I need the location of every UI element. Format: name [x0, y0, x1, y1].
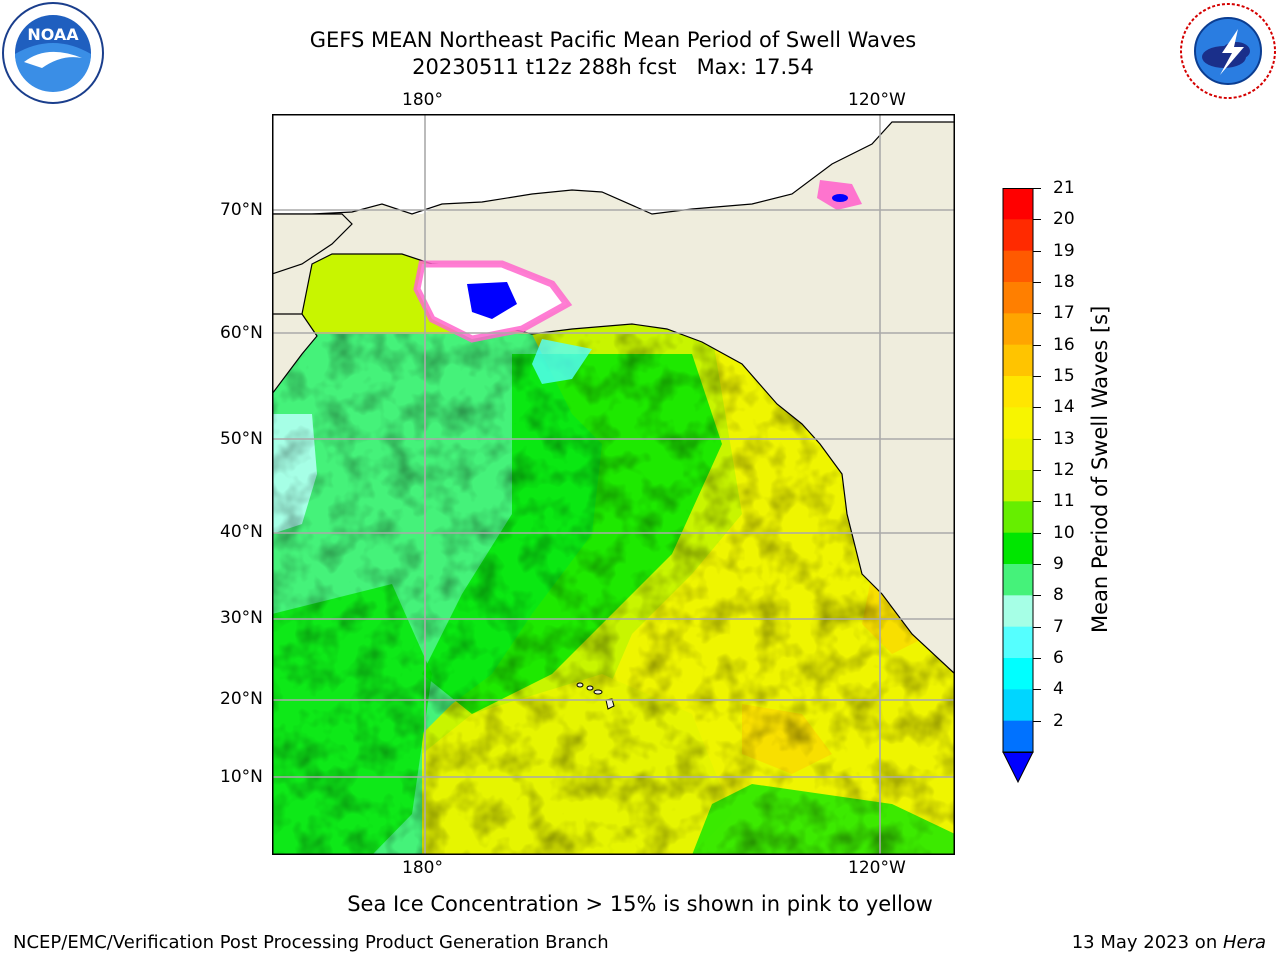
map-canvas [271, 113, 956, 855]
colorbar-tick-mark [1033, 658, 1041, 659]
run-date: 13 May 2023 on Hera [1072, 932, 1266, 954]
lat-label-40n: 40°N [220, 522, 263, 542]
beaufort-ice-core [832, 194, 848, 202]
lat-label-30n: 30°N [220, 608, 263, 628]
lon-label-top-120w: 120°W [848, 90, 906, 110]
colorbar-tick-label: 19 [1053, 240, 1075, 261]
bering-ice-core [467, 282, 517, 319]
colorbar-swatch [1003, 470, 1033, 502]
page-title: GEFS MEAN Northeast Pacific Mean Period … [309, 28, 917, 52]
gulf-alaska-cyan [532, 339, 592, 384]
colorbar-tick-label: 7 [1053, 616, 1064, 637]
colorbar-tick-mark [1033, 282, 1041, 283]
colorbar-tick-mark [1033, 532, 1041, 534]
lat-label-10n: 10°N [220, 767, 263, 787]
arctic-water [272, 114, 955, 214]
colorbar-swatch [1003, 250, 1033, 283]
colorbar [1002, 188, 1034, 784]
colorbar-swatch [1003, 501, 1033, 534]
colorbar-tick-label: 15 [1053, 366, 1075, 386]
colorbar-swatch [1003, 376, 1033, 408]
colorbar-tick-mark [1033, 470, 1041, 471]
noaa-logo-text: NOAA [27, 25, 79, 44]
colorbar-swatch [1003, 689, 1033, 722]
colorbar-tick-mark [1033, 188, 1041, 189]
colorbar-swatch [1003, 595, 1033, 628]
colorbar-tick-mark [1033, 501, 1041, 503]
colorbar-tick-mark [1033, 250, 1041, 252]
colorbar-tick-label: 6 [1053, 648, 1064, 668]
colorbar-tick-label: 13 [1053, 428, 1075, 449]
colorbar-tick-label: 20 [1053, 209, 1075, 230]
colorbar-tick-mark [1033, 626, 1041, 628]
colorbar-tick-mark [1033, 313, 1041, 315]
colorbar-tick-label: 11 [1053, 491, 1075, 512]
colorbar-tick-mark [1033, 689, 1041, 691]
colorbar-swatch [1003, 720, 1033, 753]
nws-logo [1178, 1, 1278, 101]
colorbar-tick-label: 12 [1053, 460, 1075, 480]
colorbar-tick-label: 9 [1053, 554, 1064, 574]
colorbar-tick-label: 14 [1053, 397, 1075, 418]
colorbar-tick-mark [1033, 219, 1041, 221]
colorbar-swatch [1003, 219, 1033, 252]
colorbar-tick-mark [1033, 720, 1041, 722]
colorbar-tick-label: 8 [1053, 585, 1064, 606]
colorbar-swatch [1003, 532, 1033, 565]
lon-label-bottom-180: 180° [402, 858, 443, 878]
run-host: Hera [1222, 932, 1266, 953]
colorbar-tick-label: 21 [1053, 178, 1075, 198]
colorbar-swatch [1003, 438, 1033, 471]
colorbar-tick-label: 2 [1053, 710, 1064, 731]
lat-label-50n: 50°N [220, 429, 263, 449]
colorbar-tick-mark [1033, 438, 1041, 440]
colorbar-extend-arrow [1002, 751, 1034, 784]
colorbar-tick-label: 4 [1053, 679, 1064, 700]
colorbar-tick-mark [1033, 376, 1041, 377]
colorbar-swatch [1003, 407, 1033, 440]
credit-text: NCEP/EMC/Verification Post Processing Pr… [13, 932, 609, 953]
colorbar-swatch [1003, 626, 1033, 659]
colorbar-tick-label: 10 [1053, 522, 1075, 543]
colorbar-swatch [1003, 344, 1033, 377]
colorbar-swatch [1003, 282, 1033, 314]
run-date-prefix: 13 May 2023 on [1071, 932, 1223, 953]
lon-label-bottom-120w: 120°W [848, 858, 906, 878]
map-frame [272, 114, 955, 855]
lat-label-70n: 70°N [220, 200, 263, 220]
lat-label-60n: 60°N [220, 323, 263, 343]
colorbar-tick-label: 16 [1053, 334, 1075, 355]
colorbar-tick-mark [1033, 595, 1041, 597]
lat-label-20n: 20°N [220, 689, 263, 709]
colorbar-swatch [1003, 188, 1033, 220]
colorbar-swatch [1003, 564, 1033, 596]
lon-label-top-180: 180° [402, 90, 443, 110]
bering-ice-border [413, 260, 573, 343]
graticule [272, 114, 955, 855]
colorbar-tick-mark [1033, 564, 1041, 565]
colorbar-label: Mean Period of Swell Waves [s] [1088, 305, 1112, 633]
colorbar-swatches [1002, 188, 1034, 784]
page-subtitle: 20230511 t12z 288h fcst Max: 17.54 [412, 55, 814, 79]
colorbar-tick-label: 18 [1053, 272, 1075, 292]
colorbar-tick-label: 17 [1053, 303, 1075, 324]
colorbar-swatch [1003, 658, 1033, 690]
colorbar-tick-mark [1033, 344, 1041, 346]
colorbar-tick-mark [1033, 407, 1041, 409]
colorbar-swatch [1003, 313, 1033, 346]
noaa-logo: NOAA [2, 2, 104, 104]
map-panel [271, 113, 956, 855]
arctic-coastline [272, 121, 955, 215]
sea-ice-note: Sea Ice Concentration > 15% is shown in … [347, 892, 933, 916]
